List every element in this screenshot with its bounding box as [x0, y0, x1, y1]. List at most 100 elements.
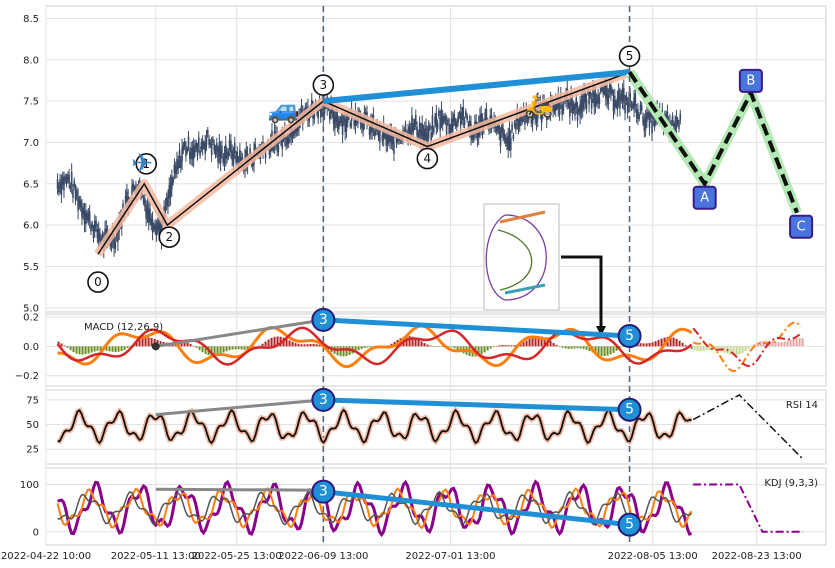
divergence-line — [323, 489, 630, 528]
macd-histogram-bar — [420, 341, 423, 347]
macd-histogram-bar — [558, 346, 561, 347]
candle-body — [412, 123, 415, 133]
indicator-layer — [56, 317, 804, 538]
candle-body — [221, 145, 223, 154]
candle-body — [300, 105, 303, 117]
candle-body — [597, 94, 599, 104]
candle-body — [334, 116, 336, 129]
candle-body — [117, 228, 119, 243]
candle-body — [153, 225, 155, 230]
candle-body — [480, 113, 483, 128]
macd-histogram-bar — [360, 346, 363, 349]
macd-histogram-bar — [219, 346, 222, 354]
candle-body — [155, 225, 158, 236]
wave-marker-circle — [135, 153, 158, 175]
candle-body — [509, 137, 512, 151]
candle-body — [596, 97, 598, 104]
divergence-line — [323, 397, 630, 413]
macd-histogram-bar — [210, 346, 213, 356]
candle-body — [562, 104, 565, 111]
candle-body — [156, 222, 159, 230]
candle-body — [622, 88, 625, 102]
macd-forecast-line — [692, 321, 802, 373]
macd-histogram-bar — [159, 341, 162, 347]
candle-body — [561, 104, 563, 115]
candle-body — [436, 122, 439, 129]
candle-body — [466, 115, 468, 121]
macd-histogram-bar — [741, 346, 744, 353]
candle-body — [210, 143, 213, 156]
macd-histogram-bar — [588, 346, 591, 352]
macd-line — [57, 324, 693, 369]
y-tick-label: 50 — [26, 420, 39, 431]
impulse-wave-line — [97, 71, 630, 255]
candle-body — [444, 116, 447, 122]
candle-body — [171, 176, 173, 190]
candle-body — [131, 186, 133, 199]
macd-histogram-bar — [567, 346, 570, 349]
candle-body — [213, 143, 215, 151]
macd-histogram-bar — [303, 344, 306, 347]
candle-body — [349, 122, 352, 127]
candle-body — [217, 151, 219, 163]
macd-histogram-bar — [519, 343, 522, 347]
candle-body — [427, 127, 430, 139]
candle-body — [249, 148, 251, 156]
candle-body — [416, 126, 418, 136]
candle-body — [88, 211, 91, 222]
macd-histogram-bar — [288, 340, 291, 347]
candle-body — [232, 153, 235, 165]
candle-body — [191, 147, 194, 160]
candle-body — [534, 106, 536, 119]
macd-histogram-bar — [438, 346, 441, 347]
candle-body — [678, 123, 680, 129]
candle-body — [126, 191, 128, 205]
macd-histogram-bar — [423, 343, 426, 347]
macd-histogram-bar — [81, 346, 84, 355]
macd-histogram-bar — [69, 346, 72, 351]
wave-label: 3 — [320, 78, 328, 92]
macd-histogram-bar — [498, 345, 501, 347]
candle-body — [346, 114, 349, 123]
macd-histogram-bar — [504, 345, 507, 347]
macd-histogram-bar — [801, 338, 804, 347]
macd-histogram-bar — [684, 345, 687, 347]
candle-body — [607, 94, 610, 105]
candle-body — [465, 111, 467, 116]
macd-histogram-bar — [579, 346, 582, 349]
candle-body — [411, 115, 413, 130]
candle-body — [145, 207, 147, 219]
candle-body — [408, 126, 411, 136]
macd-histogram-bar — [621, 346, 624, 347]
candle-body — [340, 116, 343, 123]
candle-body — [90, 225, 92, 232]
candle-body — [673, 122, 675, 127]
macd-histogram-bar — [300, 344, 303, 347]
candle-body — [178, 149, 181, 162]
macd-histogram-bar — [264, 341, 267, 347]
macd-histogram-bar — [681, 342, 684, 347]
correction-label: A — [700, 190, 709, 205]
divergence-label: 3 — [319, 312, 328, 328]
candle-body — [445, 122, 448, 135]
macd-histogram-bar — [72, 346, 75, 353]
candle-body — [391, 134, 394, 145]
candle-body — [328, 111, 331, 119]
macd-histogram-bar — [489, 346, 492, 349]
macd-histogram-bar — [126, 346, 129, 349]
candle-body — [82, 207, 85, 215]
macd-histogram-bar — [651, 342, 654, 347]
macd-histogram-bar — [537, 336, 540, 347]
wave-label: 2 — [166, 230, 174, 244]
macd-histogram-bar — [483, 346, 486, 353]
candle-body — [457, 115, 459, 123]
macd-histogram-bar — [792, 339, 795, 347]
candle-body — [640, 105, 643, 111]
candle-body — [598, 96, 601, 105]
divergence-label: 3 — [319, 392, 328, 408]
candle-body — [395, 134, 398, 143]
y-tick-label: −0.2 — [15, 371, 39, 382]
candle-body — [462, 107, 465, 120]
candle-body — [643, 120, 646, 131]
candle-body — [291, 131, 294, 139]
